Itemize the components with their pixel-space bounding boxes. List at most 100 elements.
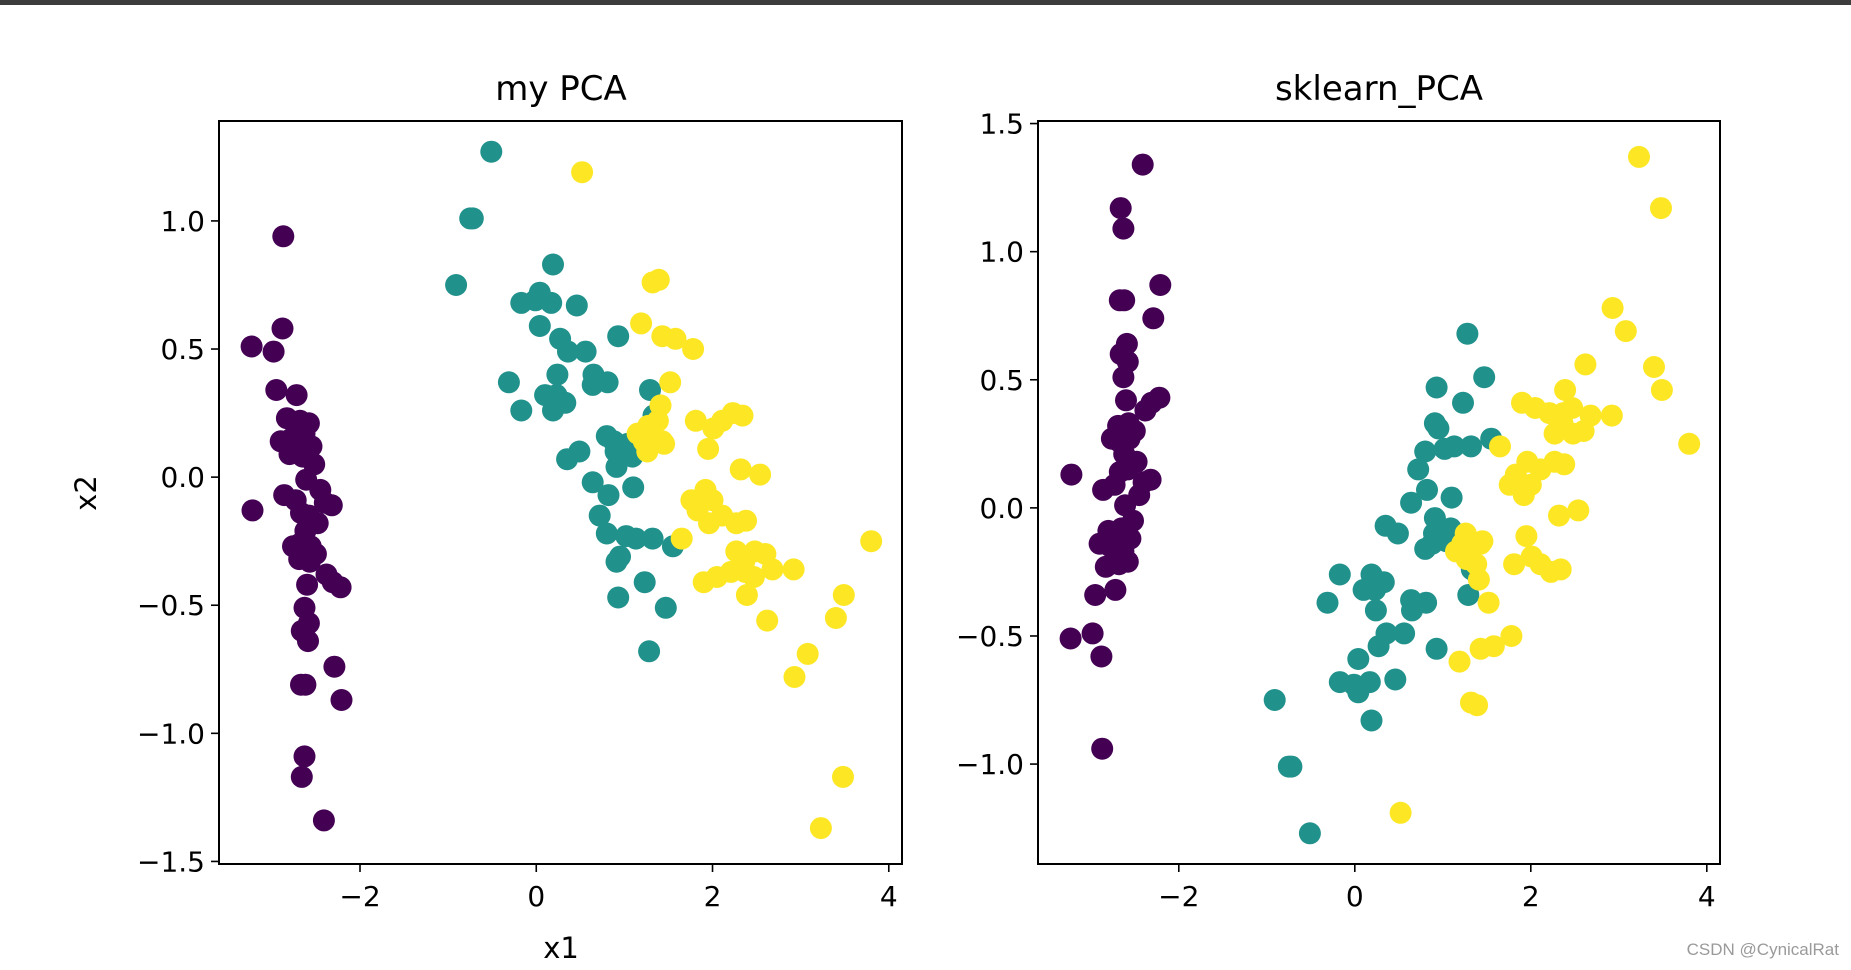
sklearn-pca-point-class2 [1628, 145, 1650, 168]
my-pca-point-class0 [304, 543, 327, 565]
sklearn-pca-point-class0 [1059, 627, 1082, 650]
my-pca-point-class0 [323, 655, 346, 678]
sklearn-pca-point-class1 [1425, 376, 1448, 399]
sklearn-pca-ytick-label: 1.5 [979, 108, 1024, 141]
sklearn-pca-ytick-label: 1.0 [979, 236, 1024, 269]
sklearn-pca-point-class1 [1364, 599, 1387, 622]
my-pca-point-class0 [265, 379, 288, 401]
window-top-bar [0, 0, 1851, 5]
sklearn-pca-point-class0 [1081, 622, 1104, 645]
my-pca-point-class2 [796, 642, 819, 665]
sklearn-pca-point-class1 [1425, 637, 1448, 660]
my-pca-ytick-label: 1.0 [160, 205, 205, 238]
sklearn-pca-point-class1 [1452, 391, 1474, 414]
my-pca-point-class2 [684, 409, 707, 432]
sklearn-pca-point-class2 [1601, 297, 1624, 319]
sklearn-pca-ytick-label: 0.5 [979, 364, 1024, 397]
my-pca-ytick-label: 0.5 [160, 333, 205, 366]
my-pca-point-class1 [565, 294, 588, 317]
sklearn-pca-title: sklearn_PCA [1275, 69, 1483, 109]
my-pca-point-class1 [542, 399, 564, 422]
my-pca-point-class0 [262, 340, 285, 363]
my-pca-point-class1 [622, 476, 645, 499]
sklearn-pca-point-class1 [1400, 491, 1423, 514]
sklearn-pca-point-class2 [1524, 397, 1547, 419]
my-pca-point-class1 [461, 207, 484, 230]
my-pca-point-class2 [670, 527, 693, 550]
my-pca-point-class2 [735, 584, 758, 606]
my-pca-point-class1 [542, 253, 564, 276]
sklearn-pca-point-class1 [1316, 591, 1339, 614]
sklearn-pca-point-class1 [1384, 668, 1407, 691]
sklearn-pca-point-class1 [1460, 435, 1482, 458]
my-pca-point-class1 [597, 484, 620, 507]
my-pca-point-class2 [782, 558, 805, 581]
sklearn-pca-point-class1 [1375, 622, 1398, 645]
my-pca-xlabel: x1 [543, 931, 579, 965]
sklearn-pca-point-class0 [1091, 737, 1114, 760]
sklearn-pca-point-class0 [1108, 289, 1131, 312]
my-pca-title: my PCA [495, 69, 627, 109]
sklearn-pca-point-class0 [1148, 386, 1171, 409]
sklearn-pca-point-class2 [1650, 379, 1673, 401]
my-pca-point-class2 [860, 530, 883, 553]
sklearn-pca-point-class2 [1579, 404, 1602, 427]
my-pca-point-class0 [290, 765, 313, 788]
sklearn-pca-point-class2 [1600, 404, 1623, 427]
my-pca-point-class1 [574, 340, 597, 363]
sklearn-pca-point-class0 [1108, 553, 1130, 576]
my-pca-xtick-label: −2 [339, 880, 380, 913]
sklearn-pca-point-class0 [1142, 307, 1165, 330]
sklearn-pca-point-class1 [1440, 486, 1463, 509]
my-pca-point-class2 [659, 371, 682, 394]
sklearn-pca-point-class1 [1360, 709, 1383, 732]
my-pca-point-class1 [445, 274, 468, 296]
sklearn-pca-point-class0 [1116, 350, 1139, 373]
my-pca-point-class0 [297, 612, 320, 635]
sklearn-pca-point-class2 [1482, 635, 1505, 658]
my-pca-point-class0 [289, 409, 312, 432]
sklearn-pca-point-class2 [1515, 525, 1538, 548]
my-pca-point-class1 [556, 448, 579, 471]
sklearn-pca-point-class0 [1090, 645, 1113, 668]
sklearn-pca-xtick-label: 4 [1698, 880, 1716, 913]
my-pca-point-class2 [729, 458, 752, 481]
sklearn-pca-point-class0 [1131, 153, 1154, 176]
my-pca-xtick-label: 2 [704, 880, 722, 913]
my-pca-point-class0 [296, 573, 319, 596]
sklearn-pca-ytick-label: −1.0 [956, 748, 1024, 781]
sklearn-pca-point-class2 [1477, 591, 1500, 614]
sklearn-pca-point-class1 [1415, 591, 1438, 614]
my-pca-point-class1 [480, 140, 503, 163]
my-pca-point-class2 [735, 509, 757, 532]
sklearn-pca-point-class0 [1139, 468, 1162, 491]
sklearn-pca-xtick-label: 0 [1346, 880, 1364, 913]
my-pca-point-class1 [510, 291, 533, 314]
my-pca-axes-ticks: −2 0 2 4 −1.5 −1.0 −0.5 0.0 0.5 1.0 [137, 205, 898, 913]
sklearn-pca-point-class2 [1553, 453, 1576, 476]
sklearn-pca-xtick-label: −2 [1158, 880, 1199, 913]
sklearn-pca-axes-ticks: −2 0 2 4 −1.0 −0.5 0.0 0.5 1.0 1.5 [956, 108, 1716, 913]
my-pca-point-class1 [633, 571, 656, 594]
my-pca-point-class1 [596, 371, 619, 394]
sklearn-pca-point-class2 [1548, 504, 1570, 527]
my-pca-ytick-label: 0.0 [160, 461, 205, 494]
sklearn-pca-point-class0 [1084, 584, 1107, 606]
my-pca-point-class2 [783, 666, 806, 688]
my-pca-point-class0 [309, 478, 332, 501]
my-pca-point-class1 [557, 340, 579, 363]
my-pca-point-class1 [639, 379, 661, 401]
my-pca-point-class2 [630, 312, 653, 335]
my-pca-point-class1 [546, 363, 569, 386]
my-pca-point-class2 [636, 440, 659, 463]
my-pca-point-class1 [497, 371, 520, 394]
my-pca-point-class0 [330, 689, 353, 711]
watermark: CSDN @CynicalRat [1686, 940, 1839, 959]
sklearn-pca-point-class1 [1393, 622, 1416, 645]
sklearn-pca-point-class1 [1473, 366, 1496, 389]
my-pca-point-class0 [240, 335, 263, 358]
sklearn-pca-point-class0 [1115, 332, 1138, 355]
my-pca-point-class2 [571, 161, 594, 184]
my-pca-point-class1 [641, 527, 664, 550]
sklearn-pca-point-class0 [1149, 274, 1172, 296]
